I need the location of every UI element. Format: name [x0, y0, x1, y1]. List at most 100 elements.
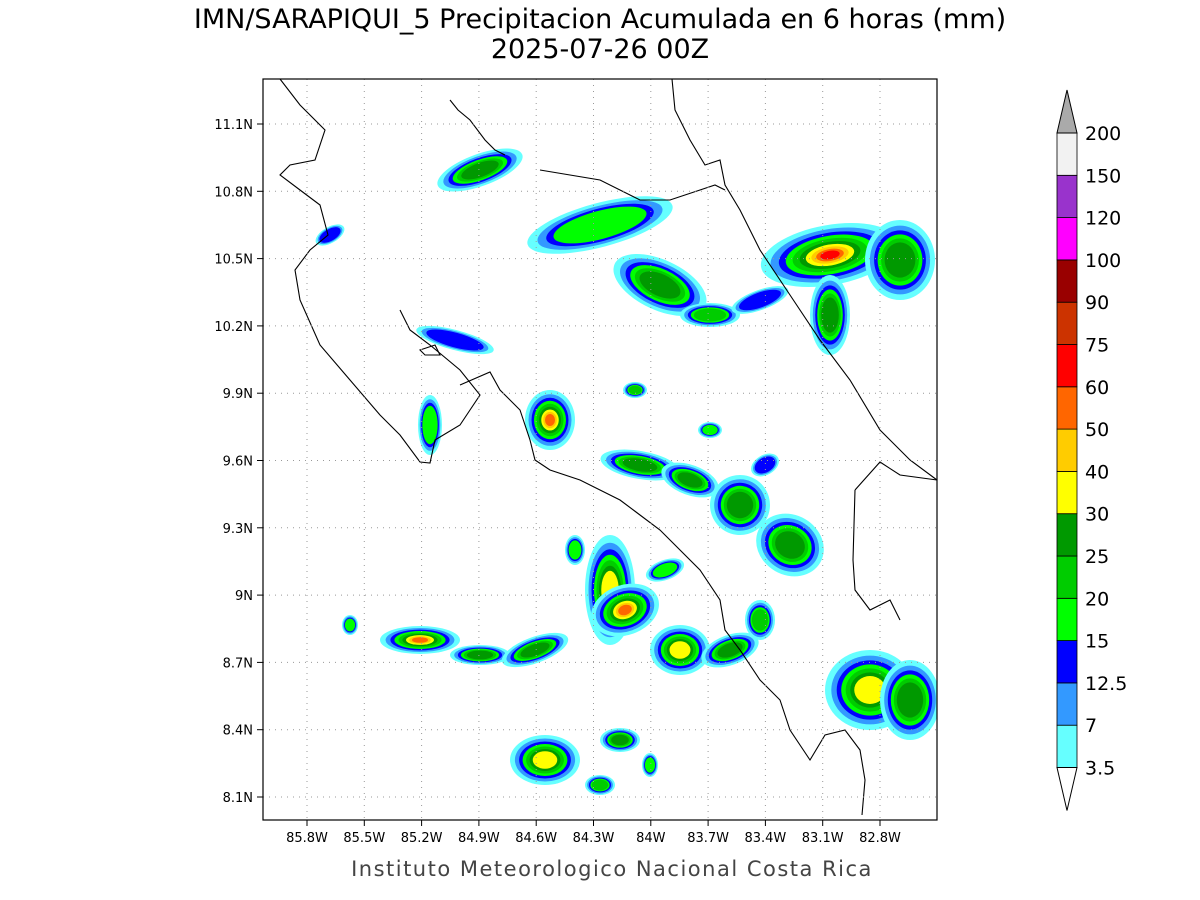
legend-label: 7 — [1085, 715, 1097, 737]
legend-swatch — [1056, 428, 1078, 472]
lat-label: 11.1N — [214, 118, 253, 133]
rain-area — [591, 779, 609, 791]
coastline — [854, 461, 938, 491]
rain-area — [702, 424, 718, 436]
legend-swatch — [1056, 513, 1078, 557]
coastline — [671, 78, 938, 481]
lon-label: 84.6W — [515, 831, 557, 846]
legend-label: 60 — [1085, 377, 1109, 399]
legend-above — [1056, 89, 1078, 134]
lon-label: 83.1W — [802, 831, 844, 846]
rain-area — [639, 271, 681, 299]
lon-label: 84.3W — [573, 831, 615, 846]
legend-below — [1056, 767, 1078, 811]
rain-area — [426, 329, 484, 351]
lon-label: 83.7W — [687, 831, 729, 846]
lat-label: 10.5N — [214, 253, 253, 268]
legend-label: 3.5 — [1085, 758, 1115, 780]
legend-label: 40 — [1085, 461, 1109, 483]
lon-label: 85.5W — [343, 831, 385, 846]
legend-swatch — [1056, 597, 1078, 641]
rain-area — [532, 751, 558, 769]
lon-label: 85.2W — [401, 831, 443, 846]
coastline — [418, 344, 441, 356]
rain-area — [652, 562, 678, 578]
legend-swatch — [1056, 724, 1078, 768]
rain-area — [461, 160, 499, 180]
legend-swatch — [1056, 217, 1078, 261]
lat-label: 9.9N — [223, 387, 253, 402]
rain-area — [896, 682, 924, 718]
lat-label: 8.7N — [223, 656, 253, 671]
rain-area — [618, 604, 632, 616]
coastline — [279, 78, 481, 464]
rain-area — [628, 385, 642, 395]
coastline — [539, 169, 726, 201]
rain-area — [319, 227, 341, 243]
rain-area — [669, 641, 691, 659]
legend-label: 30 — [1085, 504, 1109, 526]
rain-area — [775, 531, 805, 559]
rain-area — [422, 405, 438, 445]
legend-swatch — [1056, 174, 1078, 219]
rain-area — [520, 642, 550, 658]
legend-swatch — [1056, 344, 1078, 388]
legend-label: 12.5 — [1085, 673, 1127, 695]
lon-label: 82.8W — [859, 831, 901, 846]
rain-area — [854, 676, 886, 704]
legend-swatch — [1056, 682, 1078, 726]
lat-label: 9.6N — [223, 455, 253, 470]
rain-area — [412, 637, 428, 643]
rain-area — [568, 540, 582, 560]
rain-area — [821, 297, 839, 333]
lat-label: 9.3N — [223, 522, 253, 537]
legend-label: 15 — [1085, 631, 1109, 653]
rain-area — [553, 206, 647, 244]
legend-label: 120 — [1085, 208, 1121, 230]
rain-area — [644, 757, 656, 773]
map-frame — [262, 78, 938, 821]
legend-swatch — [1056, 386, 1078, 430]
legend-label: 200 — [1085, 123, 1121, 145]
rain-area — [545, 414, 555, 426]
coastline — [459, 371, 866, 816]
legend-label: 75 — [1085, 335, 1109, 357]
lat-label: 10.8N — [214, 185, 253, 200]
lon-label: 84W — [636, 831, 666, 846]
rain-area — [611, 734, 629, 746]
rain-area — [884, 242, 916, 278]
title: IMN/SARAPIQUI_5 Precipitacion Acumulada … — [194, 4, 1006, 35]
legend-label: 20 — [1085, 588, 1109, 610]
rain-area — [693, 308, 727, 322]
lon-label: 85.8W — [286, 831, 328, 846]
legend-swatch — [1056, 470, 1078, 515]
legend-label: 150 — [1085, 165, 1121, 187]
rain-area — [622, 458, 658, 472]
rain-area — [344, 618, 356, 632]
lat-label: 10.2N — [214, 320, 253, 335]
precip — [315, 148, 937, 795]
coastline — [449, 99, 506, 156]
legend-swatch — [1056, 259, 1078, 303]
rain-area — [820, 250, 840, 260]
map: 85.8W 85.5W 85.2W 84.9W 84.6W 84.3W 84W 83.7W 83… — [214, 78, 938, 846]
rain-area — [726, 491, 754, 519]
lon-label: 84.9W — [458, 831, 500, 846]
rain-area — [738, 289, 782, 311]
legend-swatch — [1056, 132, 1078, 176]
legend-swatch — [1056, 555, 1078, 599]
rain-area — [754, 456, 776, 474]
coastline — [852, 489, 901, 621]
legend-label: 25 — [1085, 546, 1109, 568]
legend-swatch — [1056, 640, 1078, 684]
lat-label: 8.1N — [223, 791, 253, 806]
subtitle: 2025-07-26 00Z — [491, 34, 709, 65]
rain-area — [717, 642, 743, 658]
lat-label: 9N — [235, 589, 253, 604]
rain-area — [751, 609, 769, 631]
legend-swatch — [1056, 301, 1078, 345]
legend-label: 50 — [1085, 419, 1109, 441]
lon-label: 83.4W — [744, 831, 786, 846]
rain-area — [677, 472, 703, 488]
